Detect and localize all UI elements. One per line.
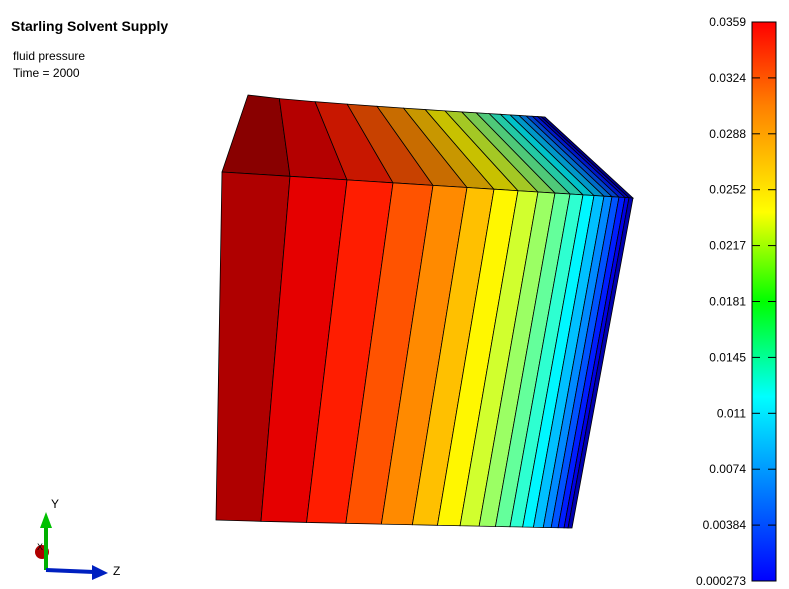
variable-label: fluid pressure xyxy=(13,49,85,63)
time-label: Time = 2000 xyxy=(13,66,80,80)
z-axis-arrow xyxy=(45,568,95,574)
x-axis-label: X xyxy=(37,542,43,552)
colorbar-label: 0.011 xyxy=(717,406,746,420)
title: Starling Solvent Supply xyxy=(11,18,168,34)
colorbar-label: 0.0145 xyxy=(709,350,746,364)
colorbar-label: 0.00384 xyxy=(703,518,747,532)
y-axis-label: Y xyxy=(51,497,59,511)
front-strip xyxy=(567,197,634,529)
colorbar-labels: 0.0359 0.0324 0.0288 0.0252 0.0217 0.0181 0.01… xyxy=(696,15,776,588)
colorbar-label: 0.0252 xyxy=(709,183,746,197)
z-axis-head xyxy=(92,565,108,580)
colorbar-label: 0.0217 xyxy=(709,239,746,253)
colorbar-label: 0.0288 xyxy=(709,127,746,141)
colorbar-label: 0.0324 xyxy=(709,71,746,85)
colorbar-label: 0.0181 xyxy=(709,295,746,309)
y-axis-head xyxy=(40,512,52,528)
axis-triad: Y Z X xyxy=(35,497,120,580)
colorbar-label: 0.0359 xyxy=(709,15,746,29)
colorbar-label: 0.000273 xyxy=(696,574,746,588)
colorbar-label: 0.0074 xyxy=(709,462,746,476)
model xyxy=(215,94,635,529)
z-axis-label: Z xyxy=(113,564,120,578)
top-strip xyxy=(221,94,291,177)
